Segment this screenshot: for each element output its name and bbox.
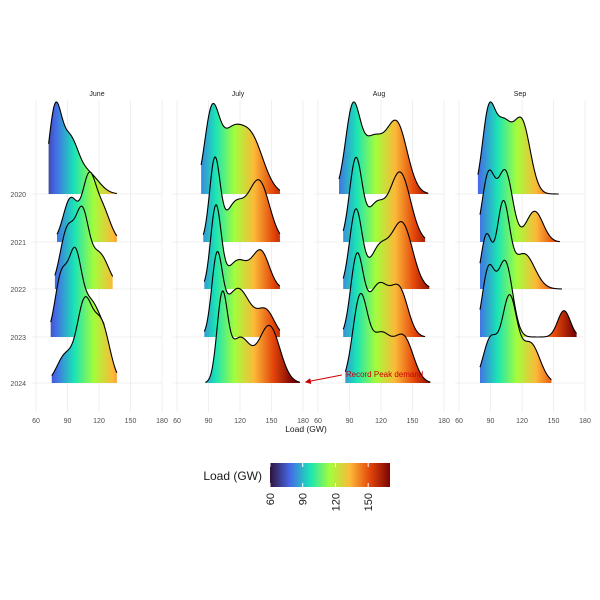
x-tick-label: 90 <box>205 418 213 425</box>
colorbar-legend: Load (GW) 60 90 120 150 <box>203 463 390 511</box>
ridge-line-june-2021 <box>56 171 118 237</box>
ridge-line-june-2023 <box>50 246 105 325</box>
x-tick-label: 120 <box>93 418 105 425</box>
ridge-line-aug-2024 <box>344 292 431 383</box>
ridge-fill-aug-2024 <box>345 293 431 383</box>
ridge-line-sep-2021 <box>479 169 560 243</box>
x-tick-label: 180 <box>297 418 309 425</box>
x-tick-label: 90 <box>487 418 495 425</box>
colorbar <box>270 463 390 487</box>
x-tick-label: 120 <box>516 418 528 425</box>
ridges <box>48 101 578 383</box>
ridge-fill-aug-2021 <box>343 157 426 242</box>
colorbar-tick-label: 150 <box>363 493 375 511</box>
x-axis-title: Load (GW) <box>285 424 327 434</box>
ridge-line-aug-2020 <box>338 101 429 194</box>
ridge-fill-sep-2024 <box>480 294 552 383</box>
colorbar-tick-label: 90 <box>298 493 310 505</box>
annotation-text: Record Peak demand <box>346 370 423 379</box>
ridge-fill-july-2024 <box>205 291 300 383</box>
ridge-fill-sep-2020 <box>477 102 559 194</box>
x-tick-label: 150 <box>125 418 137 425</box>
ridge-line-july-2021 <box>202 156 281 235</box>
y-tick-label: 2020 <box>10 192 26 199</box>
x-tick-label: 180 <box>579 418 591 425</box>
ridge-line-aug-2021 <box>342 156 426 239</box>
ridge-fill-june-2020 <box>48 102 117 194</box>
x-tick-label: 90 <box>346 418 354 425</box>
facet-title: July <box>232 91 245 98</box>
facet-title: June <box>89 91 104 98</box>
labels: June 60 90 120 150 180 July 60 90 120 150 180 Aug 60 9… <box>10 91 591 425</box>
x-tick-label: 90 <box>64 418 72 425</box>
colorbar-title: Load (GW) <box>203 469 262 483</box>
colorbar-tick-label: 120 <box>330 493 342 511</box>
ridge-line-june-2024 <box>51 296 118 376</box>
x-tick-label: 150 <box>407 418 419 425</box>
y-tick-label: 2024 <box>10 381 26 388</box>
facet-title: Sep <box>514 91 527 98</box>
ridge-line-sep-2023 <box>479 259 578 338</box>
annotation: Record Peak demand <box>304 370 423 384</box>
x-tick-label: 60 <box>32 418 40 425</box>
annotation-arrow <box>304 374 342 384</box>
ridge-fill-aug-2022 <box>343 208 430 289</box>
ridge-fill-july-2022 <box>204 204 280 289</box>
x-tick-label: 60 <box>314 418 322 425</box>
x-tick-label: 120 <box>375 418 387 425</box>
ridge-line-july-2020 <box>200 102 281 191</box>
ridge-line-july-2022 <box>203 204 281 287</box>
ridge-line-aug-2022 <box>342 208 430 288</box>
ridge-line-june-2022 <box>54 205 114 277</box>
x-tick-label: 120 <box>234 418 246 425</box>
ridge-line-sep-2024 <box>479 294 552 381</box>
facet-title: Aug <box>373 91 386 98</box>
ridge-line-july-2024 <box>205 290 300 383</box>
y-tick-label: 2022 <box>10 287 26 294</box>
ridge-fill-july-2021 <box>203 157 280 242</box>
colorbar-tick-label: 60 <box>265 493 277 505</box>
x-tick-label: 60 <box>455 418 463 425</box>
x-tick-label: 150 <box>266 418 278 425</box>
ridge-line-july-2023 <box>203 250 281 332</box>
y-tick-label: 2023 <box>10 335 26 342</box>
ridge-line-sep-2022 <box>479 199 562 290</box>
x-tick-label: 180 <box>156 418 168 425</box>
x-tick-label: 60 <box>173 418 181 425</box>
ridge-line-sep-2020 <box>477 101 559 195</box>
y-tick-label: 2021 <box>10 240 26 247</box>
ridge-fill-july-2020 <box>201 103 280 194</box>
x-tick-label: 180 <box>438 418 450 425</box>
x-tick-label: 150 <box>548 418 560 425</box>
ridge-line-june-2020 <box>48 101 117 195</box>
ridge-line-aug-2023 <box>342 252 426 338</box>
